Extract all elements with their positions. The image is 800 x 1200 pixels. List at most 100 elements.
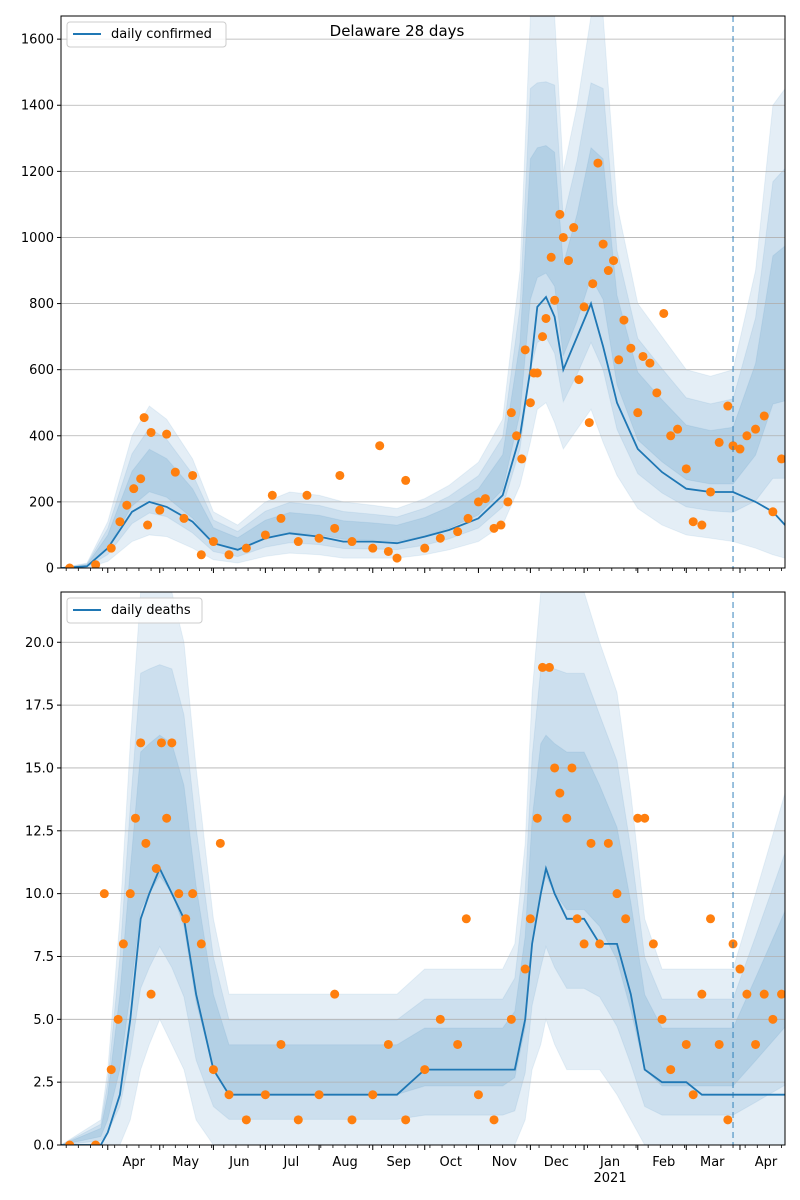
- data-point: [555, 788, 565, 798]
- data-point: [368, 1090, 378, 1100]
- data-point: [196, 550, 206, 560]
- confirmed-plot-frame: [60, 15, 786, 569]
- y-tick-label: 12.5: [25, 824, 54, 839]
- data-point: [276, 513, 286, 523]
- y-tick-label: 200: [29, 495, 54, 510]
- y-tick-label: 0: [46, 562, 54, 577]
- data-point: [188, 470, 198, 480]
- uncertainty-band: [61, 592, 785, 1145]
- data-point: [141, 838, 151, 848]
- data-point: [586, 838, 596, 848]
- data-point: [603, 266, 613, 276]
- data-point: [532, 813, 542, 823]
- x-tick-label: Nov: [492, 1155, 518, 1170]
- data-point: [196, 939, 206, 949]
- data-point: [598, 239, 608, 249]
- data-point: [91, 1140, 101, 1145]
- x-tick-label: Apr: [122, 1155, 145, 1170]
- data-point: [276, 1039, 286, 1049]
- data-point: [156, 738, 166, 748]
- data-point: [167, 738, 177, 748]
- data-point: [401, 475, 411, 485]
- data-point: [314, 1090, 324, 1100]
- data-point: [612, 889, 622, 899]
- data-point: [506, 408, 516, 418]
- data-point: [99, 889, 109, 899]
- data-point: [489, 523, 499, 533]
- confirmed-legend-label: daily confirmed: [111, 27, 212, 42]
- data-point: [723, 1115, 733, 1125]
- data-point: [143, 520, 153, 530]
- data-point: [638, 351, 648, 361]
- data-point: [688, 517, 698, 527]
- data-point: [579, 302, 589, 312]
- data-point: [130, 813, 140, 823]
- data-point: [563, 256, 573, 266]
- data-point: [673, 424, 683, 434]
- y-tick-label: 17.5: [25, 699, 54, 714]
- data-point: [520, 345, 530, 355]
- data-point: [188, 889, 198, 899]
- data-point: [588, 279, 598, 289]
- data-point: [688, 1090, 698, 1100]
- chart-title: Delaware 28 days: [330, 22, 465, 40]
- data-point: [347, 537, 357, 547]
- data-point: [480, 494, 490, 504]
- confirmed-series-layer: [61, 16, 785, 568]
- data-point: [435, 533, 445, 543]
- y-tick-label: 10.0: [25, 887, 54, 902]
- data-point: [579, 939, 589, 949]
- data-point: [666, 431, 676, 441]
- x-year-label: 2021: [594, 1171, 627, 1186]
- data-point: [136, 474, 146, 484]
- x-tick-label: Jul: [283, 1155, 300, 1170]
- data-point: [260, 1090, 270, 1100]
- data-point: [706, 487, 716, 497]
- data-point: [697, 520, 707, 530]
- data-point: [742, 431, 752, 441]
- data-point: [241, 543, 251, 553]
- deaths-legend: daily deaths: [66, 597, 203, 624]
- data-point: [368, 543, 378, 553]
- data-point: [113, 1014, 123, 1024]
- data-point: [267, 490, 277, 500]
- y-tick-label: 0.0: [33, 1139, 54, 1154]
- data-point: [302, 490, 312, 500]
- data-point: [728, 441, 738, 451]
- data-point: [293, 537, 303, 547]
- data-point: [330, 523, 340, 533]
- data-point: [503, 497, 513, 507]
- x-tick-label: May: [172, 1155, 199, 1170]
- x-tick-label: Jan: [599, 1155, 620, 1170]
- data-point: [532, 368, 542, 378]
- data-point: [621, 914, 631, 924]
- data-point: [473, 497, 483, 507]
- data-point: [569, 223, 579, 233]
- data-point: [224, 1090, 234, 1100]
- data-point: [208, 537, 218, 547]
- data-point: [106, 543, 116, 553]
- confirmed-panel: 0 200 400 600 800 1000 1200 1400 1600 Delaware 2…: [21, 15, 786, 577]
- y-tick-label: 600: [29, 363, 54, 378]
- data-point: [714, 437, 724, 447]
- data-point: [735, 444, 745, 454]
- x-tick-label: Oct: [439, 1155, 461, 1170]
- deaths-panel: 0.0 2.5 5.0 7.5 10.0 12.5 15.0 17.5 20.0 Apr May Ju…: [25, 591, 786, 1186]
- data-point: [751, 1039, 761, 1049]
- y-tick-label: 1400: [21, 99, 54, 114]
- deaths-legend-box: [66, 597, 203, 624]
- data-point: [174, 889, 184, 899]
- data-point: [593, 158, 603, 168]
- data-point: [706, 914, 716, 924]
- y-tick-label: 1200: [21, 165, 54, 180]
- data-point: [681, 464, 691, 474]
- data-point: [463, 513, 473, 523]
- data-point: [155, 505, 165, 515]
- data-point: [525, 398, 535, 408]
- data-point: [170, 467, 180, 477]
- data-point: [538, 662, 548, 672]
- data-point: [768, 507, 778, 517]
- data-point: [645, 358, 655, 368]
- data-point: [640, 813, 650, 823]
